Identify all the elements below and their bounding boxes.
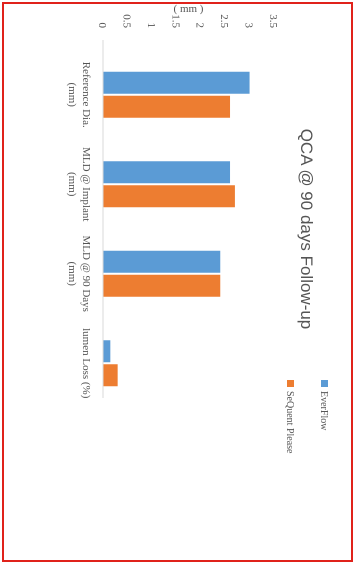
bar-everflow xyxy=(103,250,221,273)
category-label-line: (mm) xyxy=(66,172,78,197)
category-label: MLD @ 90 Days(mm) xyxy=(66,236,92,312)
bar-everflow xyxy=(103,71,250,94)
y-tick-label: 3.5 xyxy=(267,14,279,28)
category-label-line: lumen Loss (%) xyxy=(80,328,92,399)
legend-swatch xyxy=(321,380,328,387)
y-ticks-group: 0 0.5 1 1.5 2 2.5 3 3.5 xyxy=(96,14,279,28)
bar-sequent-please xyxy=(103,364,118,387)
y-tick-label: 1 xyxy=(145,23,157,29)
category-labels-group: Reference Dia.(mm)MLD @ Implant(mm)MLD @… xyxy=(66,62,92,399)
y-tick-label: 0 xyxy=(96,23,108,29)
bar-everflow xyxy=(102,340,111,363)
bar-sequent-please xyxy=(102,185,235,208)
category-label-line: Reference Dia. xyxy=(80,62,92,128)
legend-label: EverFlow xyxy=(318,391,329,431)
category-label: MLD @ Implant(mm) xyxy=(66,147,92,221)
category-label-line: MLD @ Implant xyxy=(80,147,92,221)
bar-sequent-please xyxy=(102,95,231,118)
bar-everflow xyxy=(102,161,231,184)
bars-group xyxy=(102,71,250,387)
y-tick-label: 0.5 xyxy=(120,14,132,28)
category-label-line: MLD @ 90 Days xyxy=(80,236,92,312)
legend: EverFlow SeQuent Please xyxy=(284,380,329,454)
category-label: lumen Loss (%) xyxy=(80,328,92,399)
legend-swatch xyxy=(287,380,294,387)
category-label-line: (mm) xyxy=(66,262,78,287)
y-tick-label: 1.5 xyxy=(169,14,181,28)
y-tick-label: 2.5 xyxy=(218,14,230,28)
y-tick-label: 2 xyxy=(194,23,206,29)
rotated-chart-group: 0 0.5 1 1.5 2 2.5 3 3.5 Reference Dia.(mm)MLD @… xyxy=(66,3,329,454)
legend-label: SeQuent Please xyxy=(284,391,295,454)
bar-sequent-please xyxy=(103,274,221,297)
y-tick-label: 3 xyxy=(243,23,255,29)
chart-title: QCA @ 90 days Follow-up xyxy=(297,129,316,330)
y-axis-label: ( mm ) xyxy=(174,3,204,15)
category-label-line: (mm) xyxy=(66,83,78,108)
category-label: Reference Dia.(mm) xyxy=(66,62,92,128)
